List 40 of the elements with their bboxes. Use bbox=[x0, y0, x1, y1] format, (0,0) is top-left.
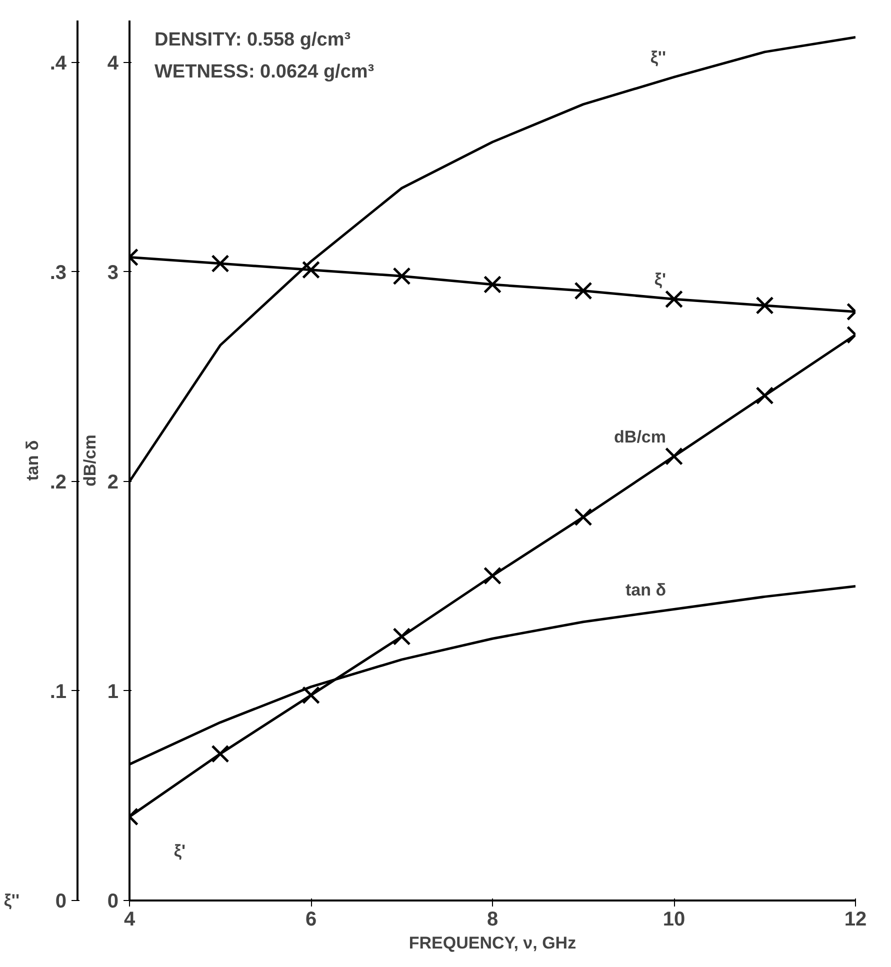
point bbox=[483, 275, 502, 294]
y2-tick-label: 0 bbox=[55, 890, 66, 912]
x-tick-label: 6 bbox=[305, 908, 317, 930]
point bbox=[211, 744, 230, 763]
point bbox=[664, 447, 684, 466]
x-tick-label: 12 bbox=[844, 908, 867, 930]
point bbox=[664, 290, 684, 308]
point bbox=[483, 566, 502, 585]
y-tick-label: 1 bbox=[107, 680, 118, 703]
y2-tick-label: .3 bbox=[50, 262, 67, 284]
y-tick-label: 3 bbox=[107, 262, 118, 284]
point bbox=[392, 267, 411, 286]
x-tick-label: 8 bbox=[486, 908, 498, 930]
series-label: ξ'' bbox=[650, 48, 666, 68]
annotation: ξ' bbox=[174, 842, 186, 860]
point bbox=[756, 386, 774, 405]
point bbox=[302, 686, 320, 704]
x-tick-label: 10 bbox=[662, 908, 686, 930]
text: ξ'' bbox=[4, 891, 20, 910]
series-label: tan δ bbox=[625, 580, 666, 600]
y-tick-label: 0 bbox=[107, 890, 118, 912]
point bbox=[574, 508, 592, 526]
point bbox=[302, 260, 320, 279]
series-label: dB/cm bbox=[614, 427, 666, 446]
y-tick-label: 2 bbox=[107, 471, 118, 494]
y-axis-title: dB/cm bbox=[80, 434, 100, 486]
x-axis-title: FREQUENCY, ν, GHz bbox=[408, 934, 576, 952]
y2-tick-label: .4 bbox=[50, 52, 68, 74]
point bbox=[211, 254, 230, 273]
point bbox=[392, 627, 411, 646]
point bbox=[756, 296, 774, 314]
series-label: ξ' bbox=[654, 270, 666, 290]
x-tick-label: 4 bbox=[124, 908, 136, 930]
point bbox=[574, 282, 592, 300]
annotation: WETNESS: 0.0624 g/cm³ bbox=[154, 62, 374, 82]
y2-tick-label: .2 bbox=[50, 471, 67, 494]
y2-tick-label: .1 bbox=[50, 680, 67, 703]
y-tick-label: 4 bbox=[107, 52, 120, 74]
y2-axis-title: tan δ bbox=[22, 440, 42, 481]
annotation: DENSITY: 0.558 g/cm³ bbox=[154, 30, 351, 50]
